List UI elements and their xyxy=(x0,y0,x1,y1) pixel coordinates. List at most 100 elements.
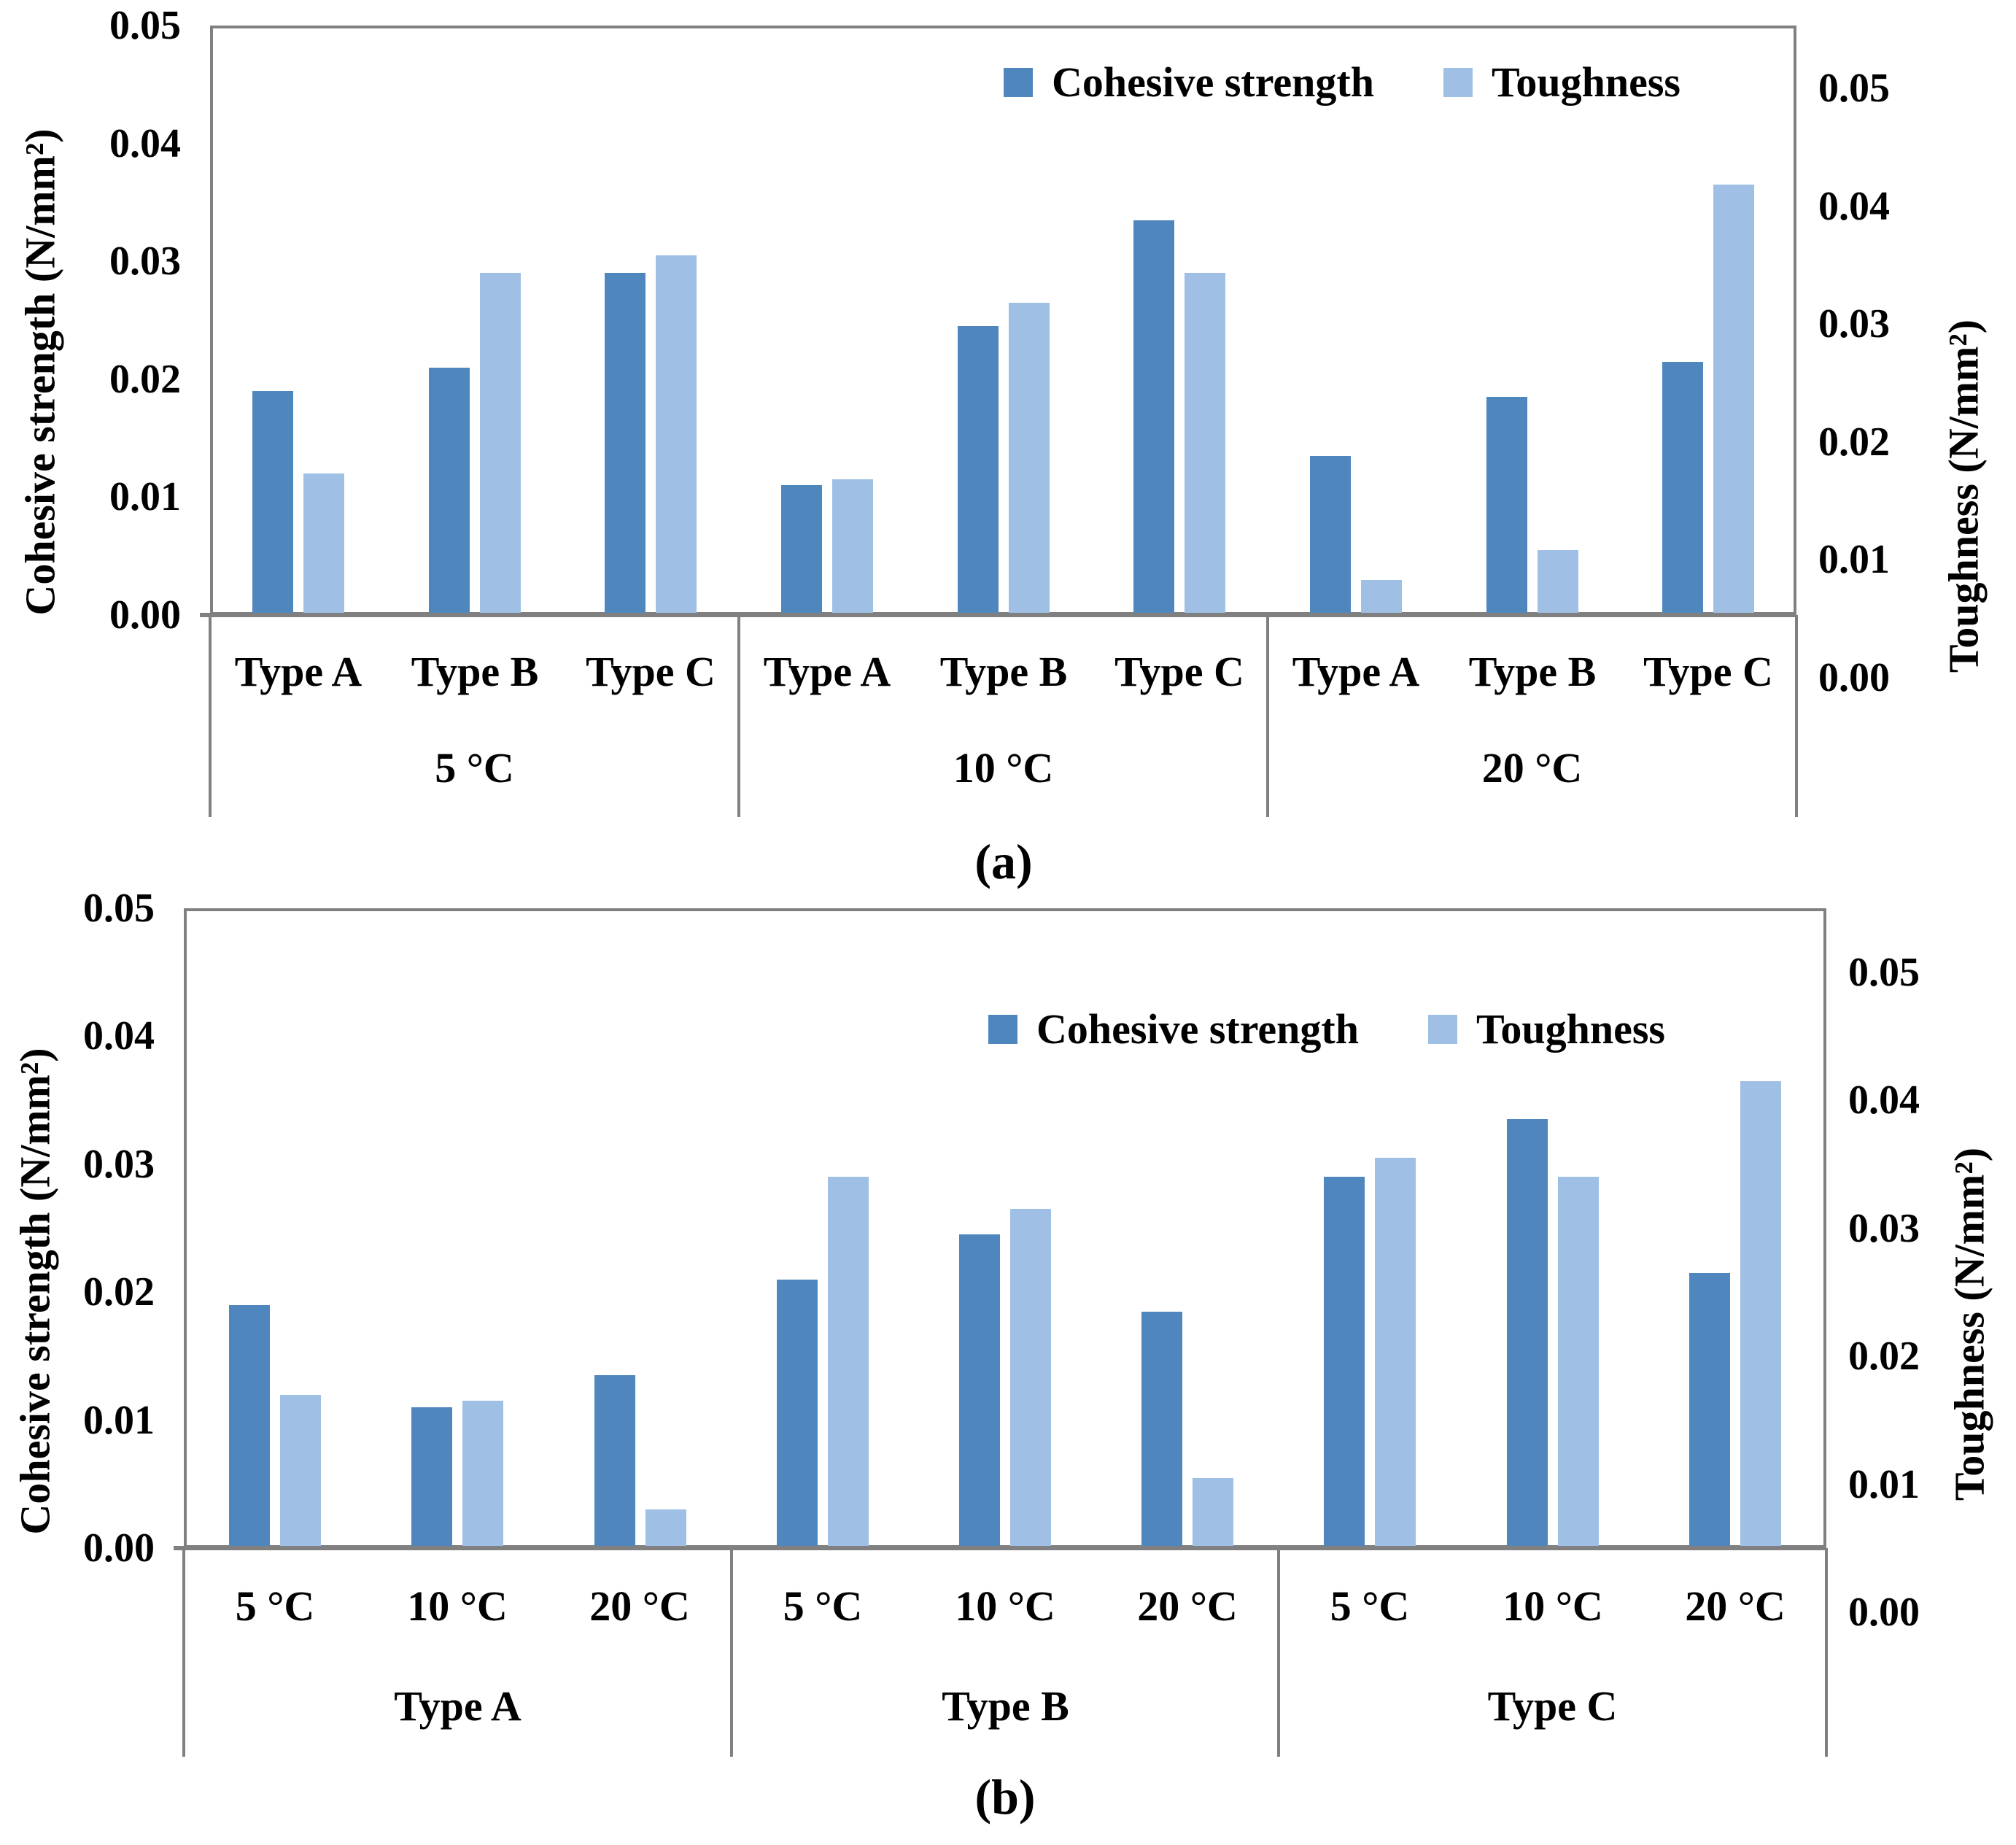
bar-cohesive_strength-10C-TypeA xyxy=(781,485,822,615)
bar-toughness-10C-TypeA xyxy=(832,479,873,615)
y-axis-tick-left: 0.03 xyxy=(109,239,181,284)
category-label: Type A xyxy=(234,647,363,695)
category-label: 20 °C xyxy=(589,1582,690,1630)
legend-label-cohesive: Cohesive strength xyxy=(1036,1005,1359,1053)
axis-edge-line xyxy=(1825,1548,1828,1757)
y-axis-tick-left: 0.05 xyxy=(109,3,181,48)
bar-cohesive_strength-TypeA-10C xyxy=(411,1407,452,1548)
bar-toughness-5C-TypeA xyxy=(303,473,344,615)
legend-b: Cohesive strength Toughness xyxy=(988,1005,1665,1053)
bar-cohesive_strength-TypeB-10C xyxy=(959,1234,1000,1548)
legend-label-toughness: Toughness xyxy=(1491,58,1680,106)
bar-toughness-20C-TypeB xyxy=(1538,550,1578,615)
x-axis-line xyxy=(174,1546,1826,1550)
toughness-swatch xyxy=(1443,67,1473,97)
axis-edge-line xyxy=(182,1548,185,1757)
group-divider xyxy=(730,1548,733,1757)
bar-toughness-TypeB-20C xyxy=(1193,1478,1233,1548)
group-label: Type B xyxy=(942,1682,1069,1730)
category-label: 10 °C xyxy=(955,1582,1055,1630)
cohesive-strength-swatch xyxy=(988,1014,1017,1044)
bar-cohesive_strength-TypeC-5C xyxy=(1324,1177,1365,1548)
bar-cohesive_strength-TypeC-20C xyxy=(1689,1273,1730,1548)
bar-cohesive_strength-5C-TypeC xyxy=(605,273,645,615)
legend-item-cohesive: Cohesive strength xyxy=(988,1005,1359,1053)
category-label: Type B xyxy=(1468,647,1597,695)
bar-toughness-5C-TypeB xyxy=(480,273,521,615)
group-divider xyxy=(1277,1548,1280,1757)
legend-item-toughness: Toughness xyxy=(1443,58,1680,107)
category-label: Type B xyxy=(939,647,1068,695)
y-axis-tick-left: 0.04 xyxy=(109,121,181,166)
axis-edge-line xyxy=(1795,615,1798,817)
axis-edge-line xyxy=(209,615,212,817)
category-label: 10 °C xyxy=(407,1582,508,1630)
category-label: 10 °C xyxy=(1503,1582,1603,1630)
bar-toughness-TypeB-5C xyxy=(828,1177,869,1548)
bar-cohesive_strength-20C-TypeA xyxy=(1310,456,1351,615)
bar-toughness-TypeA-10C xyxy=(462,1401,503,1548)
y-axis-tick-left: 0.01 xyxy=(109,474,181,519)
y-axis-tick-left: 0.02 xyxy=(83,1269,155,1315)
category-label: 5 °C xyxy=(1330,1582,1410,1630)
y-axis-tick-left: 0.00 xyxy=(109,592,181,638)
y-axis-tick-left: 0.02 xyxy=(109,357,181,402)
bar-cohesive_strength-TypeC-10C xyxy=(1507,1119,1548,1548)
bar-cohesive_strength-TypeB-20C xyxy=(1141,1312,1182,1548)
group-divider xyxy=(737,615,740,817)
caption-b: (b) xyxy=(974,1769,1036,1825)
bar-toughness-20C-TypeA xyxy=(1361,580,1402,615)
y-axis-tick-right: 0.05 xyxy=(1848,950,1920,995)
y-axis-tick-left: 0.01 xyxy=(83,1398,155,1443)
bar-toughness-TypeC-10C xyxy=(1558,1177,1599,1548)
category-label: Type B xyxy=(411,647,539,695)
bar-cohesive_strength-20C-TypeC xyxy=(1662,362,1703,615)
legend-item-toughness: Toughness xyxy=(1427,1005,1665,1053)
category-label: Type C xyxy=(586,647,716,695)
y-axis-tick-right: 0.04 xyxy=(1818,184,1890,229)
category-label: Type A xyxy=(1292,647,1420,695)
y-axis-tick-right: 0.02 xyxy=(1848,1334,1920,1379)
group-label: 5 °C xyxy=(435,744,514,792)
group-label: 10 °C xyxy=(953,744,1054,792)
bar-toughness-TypeA-20C xyxy=(645,1509,686,1548)
legend-label-toughness: Toughness xyxy=(1476,1005,1665,1053)
group-label: 20 °C xyxy=(1481,744,1583,792)
right-axis-title-a: Toughness (N/mm²) xyxy=(1939,319,1988,673)
category-label: 5 °C xyxy=(235,1582,315,1630)
bar-cohesive_strength-TypeB-5C xyxy=(777,1280,818,1548)
y-axis-tick-right: 0.02 xyxy=(1818,419,1890,465)
bar-toughness-10C-TypeC xyxy=(1185,273,1225,615)
legend-label-cohesive: Cohesive strength xyxy=(1052,58,1374,106)
group-label: Type A xyxy=(394,1682,522,1730)
category-label: Type C xyxy=(1643,647,1773,695)
cohesive-strength-swatch xyxy=(1004,67,1033,97)
y-axis-tick-right: 0.00 xyxy=(1848,1590,1920,1635)
bar-toughness-TypeA-5C xyxy=(280,1395,321,1548)
bar-cohesive_strength-TypeA-20C xyxy=(594,1375,635,1548)
x-axis-line xyxy=(200,613,1796,617)
bar-cohesive_strength-10C-TypeB xyxy=(958,326,999,615)
y-axis-tick-left: 0.04 xyxy=(83,1013,155,1059)
y-axis-tick-right: 0.00 xyxy=(1818,655,1890,700)
y-axis-tick-right: 0.01 xyxy=(1818,537,1890,582)
legend-a: Cohesive strength Toughness xyxy=(1004,58,1680,107)
bar-cohesive_strength-10C-TypeC xyxy=(1133,220,1174,615)
group-label: Type C xyxy=(1487,1682,1618,1730)
bar-cohesive_strength-5C-TypeB xyxy=(429,368,470,615)
caption-a: (a) xyxy=(974,834,1033,889)
bar-toughness-TypeC-20C xyxy=(1740,1081,1781,1548)
group-divider xyxy=(1266,615,1269,817)
category-label: Type A xyxy=(763,647,891,695)
category-label: 20 °C xyxy=(1137,1582,1238,1630)
category-label: 5 °C xyxy=(783,1582,863,1630)
category-label: 20 °C xyxy=(1685,1582,1786,1630)
y-axis-tick-left: 0.05 xyxy=(83,886,155,931)
y-axis-tick-right: 0.04 xyxy=(1848,1078,1920,1123)
legend-item-cohesive: Cohesive strength xyxy=(1004,58,1374,107)
category-label: Type C xyxy=(1114,647,1244,695)
y-axis-tick-left: 0.00 xyxy=(83,1525,155,1571)
bar-toughness-5C-TypeC xyxy=(656,255,697,615)
y-axis-tick-left: 0.03 xyxy=(83,1142,155,1187)
